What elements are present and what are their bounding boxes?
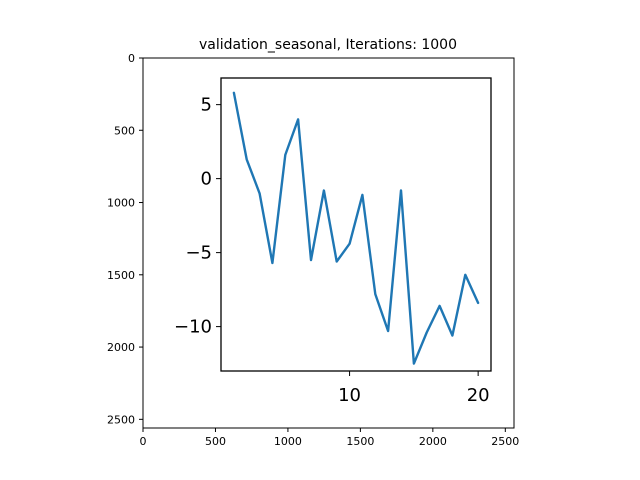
inset-y-tick-label: 0 [201, 169, 212, 190]
outer-x-ticks: 0 500 1000 1500 2000 2500 [140, 428, 519, 448]
outer-x-tick-label: 1000 [274, 435, 302, 448]
inset-x-tick-label: 10 [338, 385, 361, 406]
outer-y-tick-label: 1500 [107, 269, 135, 282]
outer-y-tick-label: 500 [114, 124, 135, 137]
outer-x-tick-label: 2500 [491, 435, 519, 448]
inset-y-tick-label: 5 [201, 95, 212, 116]
outer-y-ticks: 0 500 1000 1500 2000 2500 [107, 52, 143, 426]
outer-x-tick-label: 1500 [346, 435, 374, 448]
inset-y-tick-label: −5 [185, 243, 212, 264]
outer-y-tick-label: 2500 [107, 413, 135, 426]
outer-x-tick-label: 2000 [419, 435, 447, 448]
outer-y-tick-label: 0 [128, 52, 135, 65]
inset-y-tick-label: −10 [174, 317, 212, 338]
inset-y-ticks: 5 0 −5 −10 [174, 95, 221, 338]
outer-y-tick-label: 2000 [107, 341, 135, 354]
inset-plot-frame [220, 77, 492, 372]
outer-plot-frame [142, 57, 515, 429]
inset-series [232, 91, 480, 365]
chart-title: validation_seasonal, Iterations: 1000 [199, 37, 457, 53]
inset-x-tick-label: 20 [467, 385, 490, 406]
outer-x-tick-label: 0 [140, 435, 147, 448]
series-line [232, 91, 480, 365]
outer-y-tick-label: 1000 [107, 197, 135, 210]
inset-x-ticks: 10 20 [338, 371, 490, 406]
outer-x-tick-label: 500 [205, 435, 226, 448]
